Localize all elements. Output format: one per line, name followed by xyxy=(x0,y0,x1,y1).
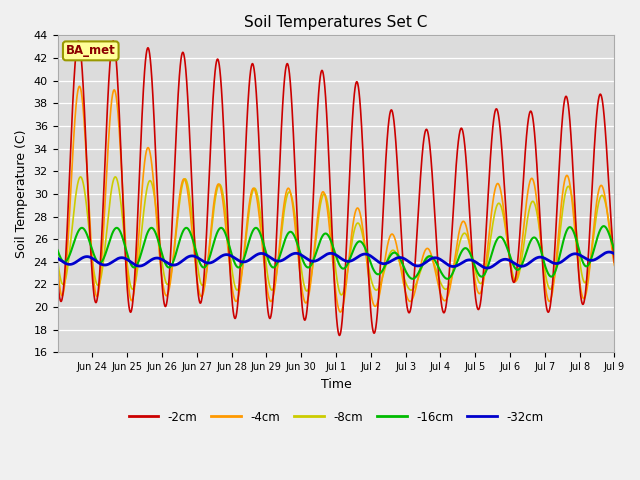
-32cm xyxy=(483,265,491,271)
-32cm xyxy=(54,255,61,261)
-16cm xyxy=(465,249,473,254)
-2cm xyxy=(611,259,618,265)
-2cm xyxy=(75,38,83,44)
-16cm xyxy=(54,247,61,253)
-16cm xyxy=(482,270,490,276)
-32cm xyxy=(150,256,157,262)
-16cm xyxy=(490,244,497,250)
-4cm xyxy=(611,263,618,268)
Text: BA_met: BA_met xyxy=(66,44,116,57)
-4cm xyxy=(426,247,433,253)
-4cm xyxy=(414,275,422,281)
-8cm xyxy=(465,240,473,246)
-32cm xyxy=(425,257,433,263)
-16cm xyxy=(611,247,618,253)
-8cm xyxy=(611,254,618,260)
-4cm xyxy=(490,192,498,198)
X-axis label: Time: Time xyxy=(321,378,351,391)
Line: -8cm: -8cm xyxy=(58,177,614,295)
Line: -16cm: -16cm xyxy=(58,226,614,279)
-32cm xyxy=(490,263,497,268)
Line: -32cm: -32cm xyxy=(58,252,614,268)
-2cm xyxy=(335,333,343,338)
-4cm xyxy=(76,84,83,89)
Title: Soil Temperatures Set C: Soil Temperatures Set C xyxy=(244,15,428,30)
-8cm xyxy=(111,174,119,180)
Line: -2cm: -2cm xyxy=(58,41,614,336)
-32cm xyxy=(481,265,489,271)
-16cm xyxy=(150,226,157,232)
-32cm xyxy=(414,263,422,269)
Y-axis label: Soil Temperature (C): Soil Temperature (C) xyxy=(15,130,28,258)
-2cm xyxy=(482,236,490,242)
-8cm xyxy=(490,215,498,220)
-8cm xyxy=(426,253,433,259)
Legend: -2cm, -4cm, -8cm, -16cm, -32cm: -2cm, -4cm, -8cm, -16cm, -32cm xyxy=(124,406,548,428)
-4cm xyxy=(54,260,61,265)
-2cm xyxy=(414,214,422,219)
-8cm xyxy=(150,188,157,194)
-4cm xyxy=(465,240,473,245)
-4cm xyxy=(150,179,157,185)
-2cm xyxy=(150,106,157,112)
-16cm xyxy=(425,253,433,259)
Line: -4cm: -4cm xyxy=(58,86,614,312)
-4cm xyxy=(482,264,490,269)
-2cm xyxy=(54,274,61,279)
-16cm xyxy=(414,271,422,277)
-8cm xyxy=(54,257,61,263)
-8cm xyxy=(414,276,422,282)
-4cm xyxy=(337,309,344,315)
-32cm xyxy=(611,251,618,257)
-2cm xyxy=(490,115,498,121)
-2cm xyxy=(465,206,473,212)
-16cm xyxy=(600,223,607,229)
-16cm xyxy=(444,276,451,282)
-2cm xyxy=(426,138,433,144)
-32cm xyxy=(465,257,473,263)
-8cm xyxy=(482,267,490,273)
-32cm xyxy=(605,249,613,255)
-8cm xyxy=(337,292,345,298)
